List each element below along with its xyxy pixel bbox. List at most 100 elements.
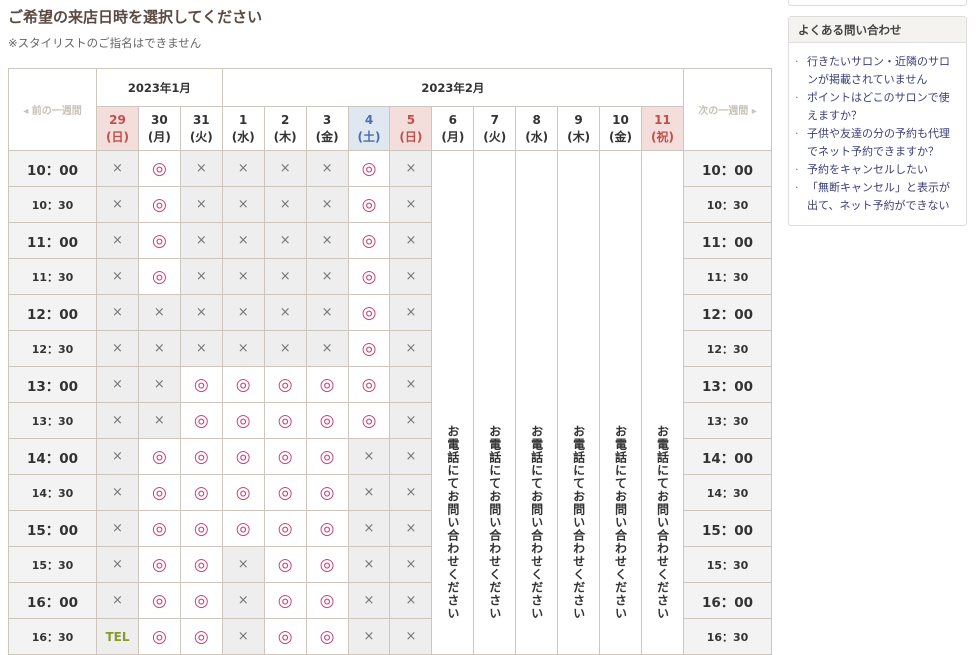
available-slot[interactable]: ◎ [347, 186, 391, 223]
prev-week-button[interactable]: ◂ 前の一週間 [8, 68, 97, 151]
available-slot[interactable]: ◎ [305, 546, 349, 583]
available-slot[interactable]: ◎ [305, 402, 349, 439]
available-slot[interactable]: ◎ [179, 438, 223, 475]
available-slot[interactable]: ◎ [347, 330, 391, 367]
faq-link-text[interactable]: 「無断キャンセル」と表示が出て、ネット予約ができない [807, 181, 950, 212]
time-label: 10：30 [683, 186, 772, 223]
available-slot[interactable]: ◎ [137, 222, 181, 259]
available-slot[interactable]: ◎ [263, 402, 307, 439]
faq-link[interactable]: · 子供や友達の分の予約も代理でネット予約できますか？ [795, 125, 960, 161]
unavailable-slot: × [96, 294, 139, 331]
faq-link-text[interactable]: ポイントはどこのサロンで使えますか？ [807, 91, 950, 122]
available-slot[interactable]: ◎ [179, 474, 223, 511]
available-slot[interactable]: ◎ [221, 510, 265, 547]
available-slot[interactable]: ◎ [137, 582, 181, 619]
available-slot[interactable]: ◎ [137, 438, 181, 475]
day-weekday: (月) [147, 129, 171, 144]
available-slot[interactable]: ◎ [137, 618, 181, 655]
available-slot[interactable]: ◎ [137, 510, 181, 547]
unavailable-slot: × [389, 330, 433, 367]
faq-link-text[interactable]: 子供や友達の分の予約も代理でネット予約できますか？ [807, 127, 950, 158]
available-slot[interactable]: ◎ [305, 438, 349, 475]
day-header: 4 (土) [347, 106, 391, 151]
time-label: 15：00 [683, 510, 772, 547]
day-weekday: (金) [609, 129, 633, 144]
faq-link-text[interactable]: 予約をキャンセルしたい [807, 163, 928, 176]
unavailable-slot: × [96, 330, 139, 367]
available-slot[interactable]: ◎ [179, 618, 223, 655]
available-slot[interactable]: ◎ [263, 582, 307, 619]
next-week-button[interactable]: 次の一週間 ▸ [683, 68, 772, 151]
unavailable-slot: × [96, 402, 139, 439]
available-slot[interactable]: ◎ [263, 618, 307, 655]
available-slot[interactable]: ◎ [221, 366, 265, 403]
time-slot-row: 12：30 × × × × × × ◎ × 12：30 [8, 330, 772, 367]
available-slot[interactable]: ◎ [305, 474, 349, 511]
unavailable-slot: × [389, 402, 433, 439]
time-label: 13：00 [683, 366, 772, 403]
available-slot[interactable]: ◎ [137, 186, 181, 223]
available-slot[interactable]: ◎ [305, 366, 349, 403]
faq-link[interactable]: · 行きたいサロン・近隣のサロンが掲載されていません [795, 53, 960, 89]
unavailable-slot: × [96, 186, 139, 223]
available-slot[interactable]: ◎ [263, 366, 307, 403]
sidebar-box [788, 0, 967, 6]
unavailable-slot: × [137, 294, 181, 331]
available-slot[interactable]: ◎ [179, 582, 223, 619]
phone-only-column: お電話にてお問い合わせください [599, 150, 642, 655]
faq-link-text[interactable]: 行きたいサロン・近隣のサロンが掲載されていません [807, 55, 950, 86]
available-slot[interactable]: ◎ [347, 294, 391, 331]
available-slot[interactable]: ◎ [137, 474, 181, 511]
available-slot[interactable]: ◎ [347, 150, 391, 187]
day-header: 10 (金) [599, 106, 642, 151]
day-weekday: (月) [441, 129, 465, 144]
faq-link[interactable]: · ポイントはどこのサロンで使えますか？ [795, 89, 960, 125]
available-slot[interactable]: ◎ [263, 546, 307, 583]
day-number: 29 [109, 112, 126, 127]
available-slot[interactable]: ◎ [179, 546, 223, 583]
unavailable-slot: × [305, 150, 349, 187]
available-slot[interactable]: ◎ [179, 402, 223, 439]
phone-only-text: お電話にてお問い合わせください [613, 424, 628, 620]
available-slot[interactable]: ◎ [221, 402, 265, 439]
unavailable-slot: × [221, 258, 265, 295]
unavailable-slot: × [221, 294, 265, 331]
day-weekday: (木) [273, 129, 297, 144]
unavailable-slot: × [389, 618, 433, 655]
available-slot[interactable]: ◎ [347, 222, 391, 259]
day-header: 2 (木) [263, 106, 307, 151]
unavailable-slot: × [347, 582, 391, 619]
available-slot[interactable]: ◎ [347, 366, 391, 403]
available-slot[interactable]: ◎ [179, 510, 223, 547]
unavailable-slot: × [347, 474, 391, 511]
bullet-icon: · [795, 91, 799, 104]
unavailable-slot: × [389, 546, 433, 583]
unavailable-slot: × [263, 294, 307, 331]
available-slot[interactable]: ◎ [347, 258, 391, 295]
faq-link[interactable]: · 「無断キャンセル」と表示が出て、ネット予約ができない [795, 179, 960, 215]
available-slot[interactable]: ◎ [137, 546, 181, 583]
time-label: 13：00 [8, 366, 97, 403]
available-slot[interactable]: ◎ [263, 438, 307, 475]
available-slot[interactable]: ◎ [305, 582, 349, 619]
available-slot[interactable]: ◎ [221, 438, 265, 475]
available-slot[interactable]: ◎ [305, 618, 349, 655]
bullet-icon: · [795, 55, 799, 68]
available-slot[interactable]: ◎ [137, 258, 181, 295]
unavailable-slot: × [221, 618, 265, 655]
day-header: 30 (月) [137, 106, 181, 151]
available-slot[interactable]: ◎ [221, 474, 265, 511]
available-slot[interactable]: ◎ [263, 474, 307, 511]
stylist-note: ※スタイリストのご指名はできません [8, 36, 202, 50]
available-slot[interactable]: ◎ [305, 510, 349, 547]
time-slot-row: 10：00 × ◎ × × × × ◎ × お電話にてお問い合わせください お電話にてお問い合わせく… [8, 150, 772, 655]
available-slot[interactable]: ◎ [137, 150, 181, 187]
available-slot[interactable]: ◎ [179, 366, 223, 403]
available-slot[interactable]: ◎ [347, 402, 391, 439]
unavailable-slot: × [263, 258, 307, 295]
time-label: 14：30 [8, 474, 97, 511]
faq-link[interactable]: · 予約をキャンセルしたい [795, 161, 960, 179]
day-number: 8 [532, 112, 541, 127]
available-slot[interactable]: ◎ [263, 510, 307, 547]
unavailable-slot: × [179, 186, 223, 223]
